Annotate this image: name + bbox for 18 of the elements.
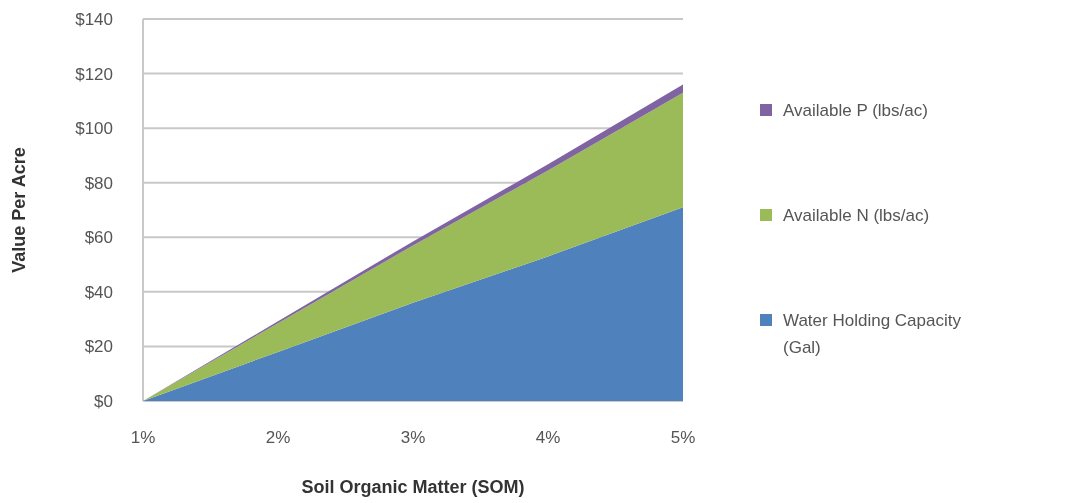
y-tick-label: $80 — [84, 173, 113, 193]
x-tick-label: 4% — [535, 428, 561, 447]
y-axis-title: Value Per Acre — [9, 147, 29, 273]
x-tick-label: 2% — [265, 428, 291, 447]
y-tick-label: $100 — [75, 119, 113, 139]
y-tick-label: $20 — [84, 337, 113, 357]
x-tick-label: 3% — [400, 428, 426, 447]
legend-label: Available P (lbs/ac) — [783, 100, 928, 120]
y-tick-label: $140 — [75, 9, 113, 29]
y-tick-label: $120 — [75, 64, 113, 84]
legend-label: Water Holding Capacity (Gal) — [783, 310, 962, 358]
y-tick-label: $0 — [94, 391, 113, 411]
legend-label: Available N (lbs/ac) — [783, 205, 930, 225]
y-tick-label: $40 — [84, 282, 113, 302]
x-tick-label: 1% — [130, 428, 156, 447]
y-tick-label: $60 — [84, 228, 113, 248]
x-axis-title: Soil Organic Matter (SOM) — [301, 477, 525, 497]
x-tick-label: 5% — [670, 428, 696, 447]
